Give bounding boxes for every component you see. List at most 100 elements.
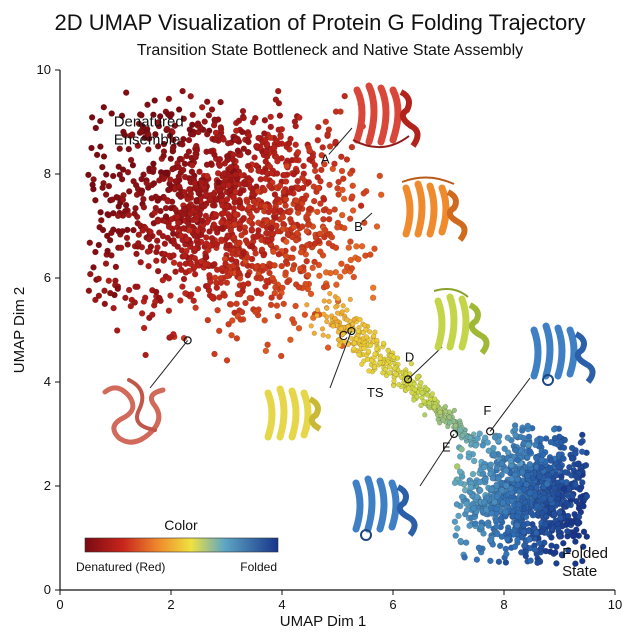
data-point [335,296,341,302]
data-point [92,124,100,132]
data-point [271,144,278,151]
data-point [238,204,246,212]
data-point [134,283,141,290]
data-point [208,234,216,242]
data-point [143,179,150,187]
data-point [572,538,579,545]
data-point [123,234,131,242]
data-point [223,202,231,210]
data-point [485,522,492,529]
annotation-labels: A B C D TS E F Denatured Ensemble Folded State [114,113,608,580]
data-point [224,232,231,239]
data-point [520,505,528,512]
data-point [437,420,443,426]
data-point [156,113,164,120]
data-point [157,207,164,215]
data-point [367,342,374,349]
data-point [339,309,345,315]
data-point [547,457,555,464]
data-point [322,226,329,234]
data-point [341,92,348,100]
annotation-marker [347,326,356,336]
data-point [480,530,487,537]
data-point [274,312,282,320]
data-point [116,171,124,178]
data-point [583,533,590,540]
data-point [283,238,290,245]
data-point [412,386,418,393]
data-point [324,319,330,325]
region-label: Denatured Ensemble [114,113,184,148]
data-point [163,125,171,133]
data-point [235,269,243,276]
data-point [289,265,297,273]
data-point [140,204,148,211]
data-point [262,283,269,290]
annotation-leader [419,433,455,487]
data-point [335,191,342,198]
data-point [169,165,176,173]
y-tick-label: 4 [44,374,51,389]
data-point [89,181,96,189]
data-point [302,280,309,288]
data-point [166,132,174,139]
data-point [152,131,159,138]
data-point [296,114,303,121]
data-point [122,294,129,302]
data-point [261,130,268,137]
data-point [194,205,201,212]
data-point [112,263,120,271]
data-point [319,144,326,151]
data-point [512,447,519,454]
data-point [541,521,549,528]
data-point [191,271,199,278]
data-point [470,505,477,512]
data-point [273,170,281,177]
data-point [160,175,167,183]
annotation-leader [489,377,531,432]
data-point [311,330,317,336]
data-point [299,223,306,230]
data-point [335,329,342,335]
data-point [411,397,417,403]
data-point [289,316,296,323]
data-point [463,500,470,508]
data-point [162,213,170,220]
data-point [255,227,262,234]
data-point [95,292,103,299]
data-point [337,108,344,115]
data-point [309,264,316,272]
data-point [361,322,368,328]
data-point [519,494,526,501]
data-point [551,434,559,442]
data-point [153,237,161,245]
data-point [229,250,236,257]
data-point [259,222,266,229]
data-point [279,225,287,232]
protein-structure-c [264,385,322,441]
data-point [253,263,260,270]
data-point [273,222,280,230]
data-point [262,175,269,182]
data-point [338,153,345,161]
data-point [152,298,159,305]
data-point [171,240,178,247]
data-point [274,195,281,203]
data-point [154,218,162,225]
data-point [533,529,540,536]
data-point [315,307,321,313]
data-point [445,424,451,430]
data-point [452,423,459,429]
data-point [558,551,566,558]
data-point [391,378,397,384]
data-point [223,357,231,364]
data-point [385,348,391,354]
data-point [514,476,521,483]
data-point [562,469,569,476]
data-point [340,175,347,182]
data-point [217,225,225,232]
data-point [216,162,223,169]
data-point [210,221,218,228]
data-point [196,190,203,197]
